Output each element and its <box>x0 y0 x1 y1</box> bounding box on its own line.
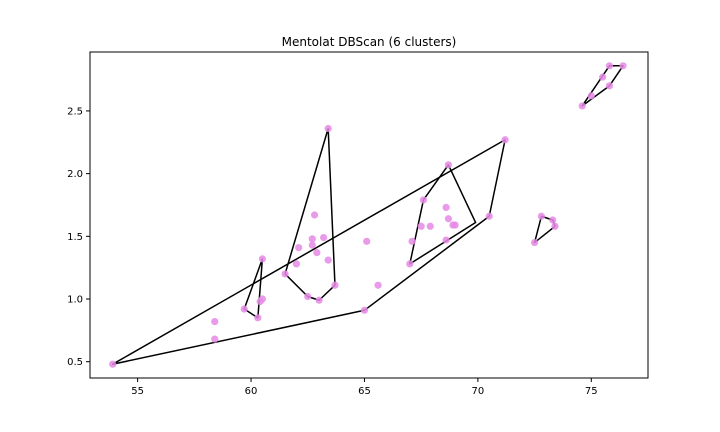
data-point-15 <box>313 249 321 257</box>
data-point-4 <box>254 314 262 322</box>
data-point-35 <box>485 212 493 220</box>
data-point-17 <box>320 233 328 242</box>
data-point-41 <box>578 102 586 110</box>
data-point-24 <box>406 260 414 268</box>
data-point-20 <box>324 124 332 133</box>
plot-frame <box>89 51 649 379</box>
x-tick-label-2: 65 <box>358 386 371 397</box>
x-tick-label-4: 75 <box>585 386 598 397</box>
data-point-34 <box>442 236 450 244</box>
data-point-39 <box>549 216 557 224</box>
data-point-23 <box>374 281 382 289</box>
data-point-13 <box>308 241 316 249</box>
y-tick-label-2: 1.5 <box>67 232 83 243</box>
cluster-hull-2 <box>243 258 264 319</box>
y-axis: 0.5 1.0 1.5 2.0 2.5 <box>67 106 90 368</box>
data-point-26 <box>417 222 425 230</box>
data-point-42 <box>587 92 595 100</box>
data-point-29 <box>442 203 450 212</box>
data-point-7 <box>256 297 264 306</box>
data-point-14 <box>310 211 319 219</box>
data-point-11 <box>304 292 312 301</box>
data-point-38 <box>537 212 545 220</box>
data-point-22 <box>363 237 371 245</box>
data-point-21 <box>360 306 369 314</box>
chart-title: Mentolat DBScan (6 clusters) <box>282 35 457 49</box>
data-point-18 <box>324 256 332 264</box>
data-point-45 <box>605 62 614 70</box>
x-tick-label-1: 60 <box>245 386 258 397</box>
cluster-hull-3 <box>284 127 336 302</box>
data-point-31 <box>444 161 452 169</box>
x-axis: 55 60 65 70 75 <box>131 378 598 397</box>
data-point-33 <box>451 221 459 229</box>
y-tick-label-0: 0.5 <box>67 357 83 368</box>
y-tick-label-3: 2.0 <box>67 169 83 180</box>
data-point-8 <box>281 270 289 278</box>
data-point-30 <box>444 215 452 223</box>
data-point-9 <box>292 260 301 268</box>
data-point-6 <box>258 255 266 263</box>
data-point-36 <box>501 136 509 144</box>
data-point-12 <box>308 235 316 243</box>
data-point-37 <box>530 238 539 247</box>
y-tick-label-1: 1.0 <box>67 295 83 306</box>
data-point-3 <box>240 305 248 313</box>
scatter-points <box>109 62 627 368</box>
data-point-2 <box>211 335 219 343</box>
data-point-46 <box>619 62 627 70</box>
data-point-1 <box>211 317 219 326</box>
data-point-28 <box>426 222 434 230</box>
data-point-19 <box>331 281 339 289</box>
data-point-27 <box>419 196 428 204</box>
data-point-10 <box>295 244 303 252</box>
x-tick-label-3: 70 <box>472 386 485 397</box>
x-tick-label-0: 55 <box>131 386 144 397</box>
data-point-43 <box>599 73 607 81</box>
data-point-44 <box>605 82 614 90</box>
data-point-0 <box>109 360 117 368</box>
data-point-25 <box>408 237 416 245</box>
data-point-16 <box>315 296 323 304</box>
data-point-40 <box>551 222 559 230</box>
y-tick-label-4: 2.5 <box>67 106 83 117</box>
